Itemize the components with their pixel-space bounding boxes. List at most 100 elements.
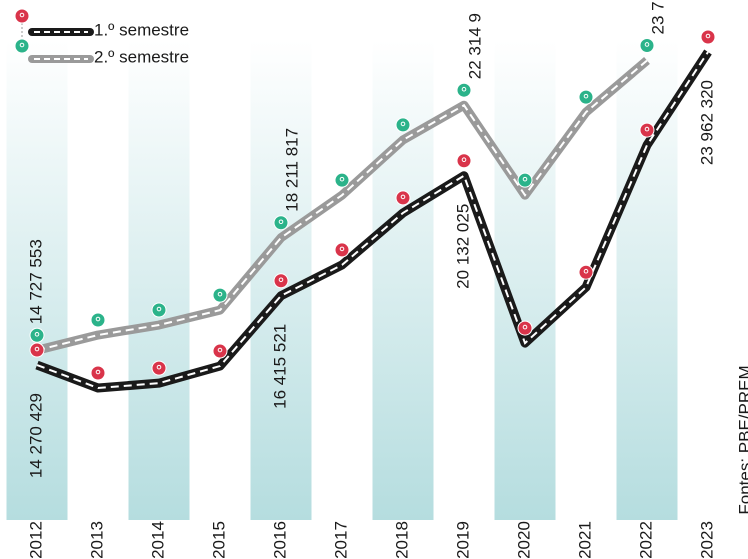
marker-pin [700,29,716,45]
data-label: 23 7 [648,1,667,34]
legend: 1.º semestre 2.º semestre [14,8,189,66]
column-band [6,40,68,520]
pin-circle [90,312,106,328]
pin-dot [583,93,589,99]
pin-circle [517,172,533,188]
series-dash [36,59,648,352]
pin-dot [339,246,345,252]
pin-circle [456,82,472,98]
series-dash [36,51,709,390]
marker-pin [273,215,289,231]
x-tick-label: 2020 [514,521,533,559]
marker-pin [273,273,289,289]
data-label: 20 132 025 [453,204,472,289]
pin-dot [95,369,101,375]
pin-dot [644,42,650,47]
pin-dot [644,126,650,132]
data-label: 14 270 429 [26,393,45,478]
marker-pin [395,190,411,206]
pin-dot [705,33,711,39]
marker-pin [334,242,350,258]
pin-dot [278,219,284,225]
x-tick-label: 2018 [392,521,411,559]
pin-circle [578,89,594,105]
marker-pin [212,287,228,303]
x-tick-label: 2023 [697,521,716,559]
pin-circle [334,242,350,258]
pin-dot [19,12,25,18]
data-label: 16 415 521 [270,324,289,409]
marker-pin [456,153,472,169]
x-tick-label: 2017 [331,521,350,559]
pin-dot [461,86,467,92]
marker-pin [151,302,167,318]
source: Fontes: PBE/PREM [735,365,748,514]
data-label: 23 962 320 [697,80,716,165]
column-band [128,40,190,520]
x-tick-label: 2016 [270,521,289,559]
pin-dot [95,316,101,322]
pin-dot [34,331,40,337]
pin-circle [29,327,45,343]
pin-circle [14,8,30,24]
pin-dot [156,364,162,370]
pin-dot [19,42,25,48]
x-tick-label: 2022 [636,521,655,559]
marker-pin [90,365,106,381]
pin-circle [212,343,228,359]
x-tick-label: 2013 [87,521,106,559]
pin-dot [339,176,345,182]
pin-circle [212,287,228,303]
marker-pin [578,264,594,280]
pin-dot [217,347,223,353]
pin-dot [278,277,284,283]
marker-pin [14,38,30,54]
marker-pin [90,312,106,328]
pin-circle [517,320,533,336]
marker-pin [517,172,533,188]
data-label: 22 314 9 [465,13,484,79]
marker-pin [29,342,45,358]
pin-circle [14,38,30,54]
column-band [372,40,434,520]
pin-dot [583,268,589,274]
pin-circle [395,190,411,206]
pin-circle [639,37,655,53]
marker-pin [151,360,167,376]
pin-circle [90,365,106,381]
x-tick-label: 2015 [209,521,228,559]
marker-pin [29,327,45,343]
x-tick-label: 2014 [148,521,167,559]
pin-circle [151,302,167,318]
bands [6,40,678,520]
pin-dot [522,176,528,182]
pin-dot [217,291,223,297]
pin-circle [700,29,716,45]
marker-pin [639,122,655,138]
marker-pin [517,320,533,336]
pin-circle [456,153,472,169]
marker-pin [639,37,655,53]
legend-label: 2.º semestre [94,47,189,66]
marker-pin [14,8,30,24]
pin-circle [334,172,350,188]
pin-dot [400,194,406,200]
pin-circle [273,215,289,231]
marker-pin [395,117,411,133]
data-label: 18 211 817 [282,128,301,212]
data-label: 14 727 553 [26,239,45,324]
pin-circle [639,122,655,138]
legend-label: 1.º semestre [94,20,189,39]
pin-dot [461,157,467,163]
pin-circle [273,273,289,289]
pin-circle [151,360,167,376]
marker-pin [456,82,472,98]
pin-dot [522,324,528,330]
plot: 14 270 429 16 415 521 20 132 025 23 962 320… [26,1,716,478]
pin-circle [578,264,594,280]
marker-pin [578,89,594,105]
x-tick-label: 2021 [575,521,594,559]
pin-dot [156,306,162,312]
x-tick-label: 2012 [26,521,45,559]
